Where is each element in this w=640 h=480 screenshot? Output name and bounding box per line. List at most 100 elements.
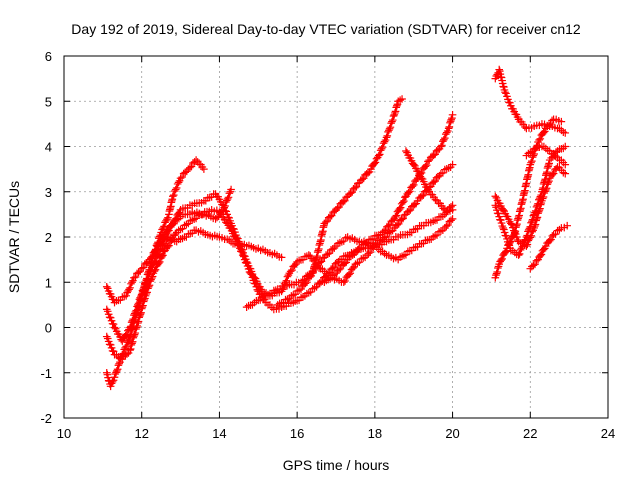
data-point-fill: [503, 235, 511, 243]
data-point-fill: [151, 265, 160, 274]
data-point-fill: [242, 259, 251, 267]
data-point-fill: [341, 277, 349, 285]
data-point: [200, 165, 208, 173]
data-point-fill: [405, 207, 413, 215]
data-point-fill: [536, 134, 545, 143]
data-point-fill: [321, 272, 330, 281]
data-point-fill: [536, 251, 545, 260]
y-tick-label: 1: [45, 275, 52, 290]
data-point-fill: [116, 358, 124, 366]
x-tick-label: 10: [57, 426, 71, 441]
data-point-fill: [531, 207, 540, 215]
data-point: [374, 151, 383, 160]
y-tick-label: 6: [45, 49, 52, 64]
data-point: [437, 142, 445, 151]
data-point-fill: [159, 241, 168, 249]
data-point-fill: [157, 237, 165, 245]
data-point-fill: [492, 269, 501, 278]
data-point-fill: [169, 191, 178, 199]
data-point-fill: [523, 231, 531, 240]
data-point-fill: [186, 163, 194, 172]
data-point-fill: [406, 206, 415, 214]
data-point-fill: [345, 270, 353, 279]
data-point-fill: [301, 279, 310, 288]
data-point-fill: [252, 282, 261, 291]
data-point-fill: [115, 359, 123, 368]
data-point-fill: [505, 241, 514, 250]
data-point-fill: [224, 193, 233, 202]
data-point-fill: [131, 329, 140, 337]
data-point-fill: [126, 284, 134, 292]
data-point-fill: [145, 265, 154, 274]
data-point: [514, 251, 523, 259]
data-point-fill: [410, 200, 419, 209]
data-point-fill: [189, 159, 197, 167]
data-point-fill: [393, 221, 401, 229]
data-point-fill: [497, 256, 505, 264]
data-point-fill: [447, 202, 455, 211]
data-point-fill: [335, 203, 343, 211]
data-point-fill: [114, 361, 123, 370]
data-point-fill: [500, 228, 509, 237]
data-point-fill: [161, 239, 169, 248]
data-point-fill: [348, 188, 356, 197]
data-point: [561, 169, 570, 178]
data-point-fill: [346, 269, 355, 278]
data-point-fill: [251, 280, 260, 288]
data-point: [557, 117, 566, 126]
data-point-fill: [515, 250, 524, 258]
data-point-fill: [528, 157, 536, 165]
data-point-fill: [494, 209, 503, 218]
data-point-fill: [434, 146, 442, 154]
data-point-fill: [386, 220, 394, 229]
data-point-fill: [339, 197, 348, 206]
data-point-fill: [243, 262, 252, 270]
data-point-fill: [394, 220, 403, 228]
data-point-fill: [365, 168, 374, 176]
data-point-fill: [511, 230, 520, 238]
series-track-10: [491, 65, 570, 137]
data-point-fill: [444, 221, 452, 229]
data-point-fill: [418, 192, 426, 200]
data-point-fill: [383, 132, 392, 140]
data-point-fill: [129, 322, 138, 331]
data-point-fill: [529, 261, 538, 270]
series-track-5: [153, 185, 235, 250]
data-point-fill: [342, 258, 350, 267]
data-point-fill: [244, 265, 253, 273]
data-point-fill: [548, 170, 557, 179]
data-point-fill: [364, 169, 372, 177]
data-point-fill: [518, 242, 527, 251]
data-point-fill: [501, 248, 509, 257]
data-point-fill: [335, 266, 343, 274]
x-tick-label: 20: [445, 426, 459, 441]
data-point-fill: [434, 172, 442, 181]
data-point-fill: [112, 368, 120, 377]
data-point-fill: [509, 223, 517, 232]
data-point: [339, 278, 348, 287]
axis-ticks: [63, 55, 609, 419]
data-points: [102, 65, 571, 391]
data-point: [499, 206, 507, 214]
data-point-fill: [113, 365, 122, 374]
data-point-fill: [393, 100, 402, 109]
data-point: [448, 111, 457, 119]
data-point-fill: [502, 89, 510, 98]
data-point-fill: [398, 198, 407, 207]
data-point-fill: [247, 270, 256, 279]
data-point-fill: [523, 240, 532, 249]
data-point: [110, 323, 119, 332]
data-point-fill: [502, 247, 510, 256]
data-point-fill: [388, 117, 396, 126]
data-point-fill: [237, 247, 246, 256]
data-point: [409, 160, 418, 169]
data-point: [448, 215, 457, 223]
data-point-fill: [326, 212, 334, 221]
x-axis-label: GPS time / hours: [283, 457, 390, 473]
data-point-fill: [109, 295, 118, 304]
data-point-fill: [429, 178, 438, 186]
data-point-fill: [539, 128, 548, 137]
data-point-fill: [385, 126, 393, 135]
data-point-fill: [537, 191, 545, 199]
